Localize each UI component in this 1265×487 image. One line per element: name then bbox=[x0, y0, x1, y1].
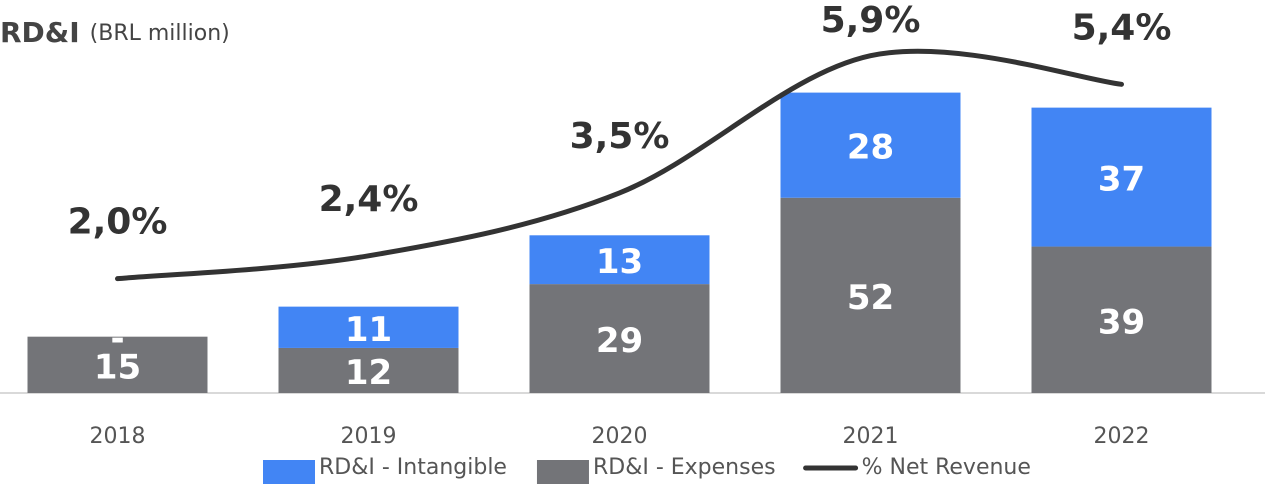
subtitle: (BRL million) bbox=[90, 21, 230, 46]
bar-segment bbox=[529, 235, 710, 285]
bar-segment bbox=[278, 347, 459, 393]
data-label: 29 bbox=[596, 321, 643, 361]
x-tick-label: 2020 bbox=[592, 424, 648, 449]
bar-segment bbox=[529, 284, 710, 393]
chart-title: RD&I (BRL million) bbox=[0, 16, 230, 49]
x-tick-label: 2018 bbox=[90, 424, 146, 449]
bar-segment bbox=[780, 197, 961, 393]
bar-segment bbox=[278, 306, 459, 348]
x-tick-label: 2021 bbox=[843, 424, 899, 449]
legend-label: RD&I - Intangible bbox=[319, 455, 507, 480]
bar-segment bbox=[780, 92, 961, 198]
data-label: - bbox=[110, 319, 124, 359]
bar-segment bbox=[1031, 107, 1212, 247]
line-label: 2,0% bbox=[68, 202, 168, 243]
line-label: 3,5% bbox=[570, 116, 670, 157]
data-label: 15 bbox=[94, 347, 141, 387]
line bbox=[115, 48, 1124, 282]
line-label: 5,4% bbox=[1072, 7, 1172, 48]
legend-swatch bbox=[536, 460, 589, 484]
legend-label: % Net Revenue bbox=[862, 455, 1031, 480]
title: RD&I bbox=[0, 16, 80, 49]
legend-swatch bbox=[263, 460, 315, 484]
line-label: 2,4% bbox=[319, 179, 419, 220]
line-label: 5,9% bbox=[821, 0, 921, 41]
bar-segment bbox=[27, 336, 208, 393]
data-label: 39 bbox=[1098, 302, 1145, 342]
data-label: 28 bbox=[847, 128, 894, 168]
data-label: 11 bbox=[345, 310, 392, 350]
data-label: 37 bbox=[1098, 160, 1145, 200]
data-label: 13 bbox=[596, 242, 643, 282]
data-label: 12 bbox=[345, 353, 392, 393]
legend-label: RD&I - Expenses bbox=[593, 455, 776, 480]
x-tick-label: 2019 bbox=[341, 424, 397, 449]
x-tick-label: 2022 bbox=[1094, 424, 1150, 449]
data-label: 52 bbox=[847, 278, 894, 318]
bar-segment bbox=[1031, 246, 1212, 393]
